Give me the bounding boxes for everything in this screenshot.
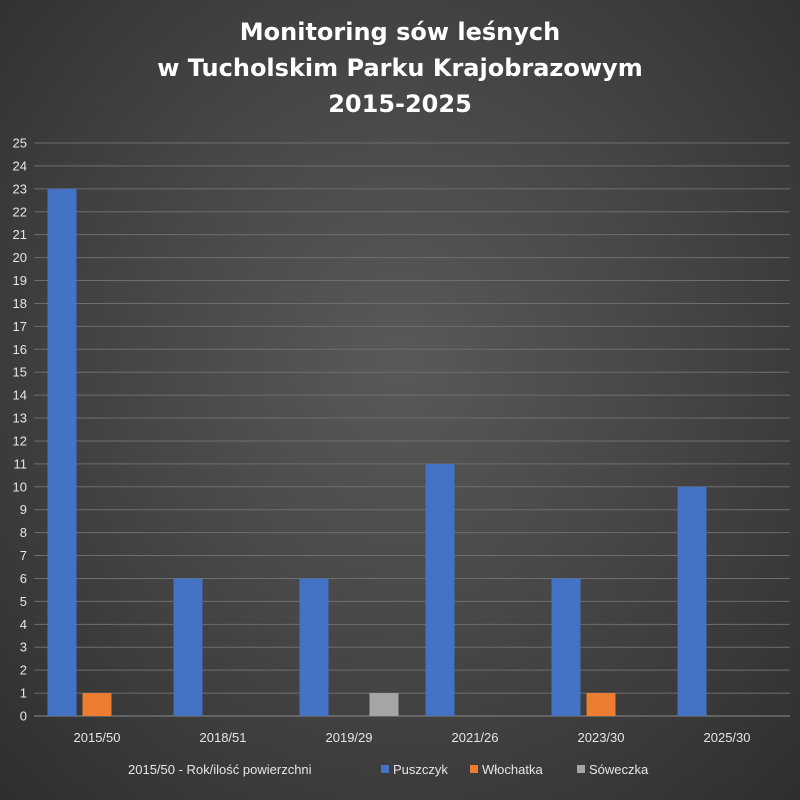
gridlines [34,142,790,717]
y-tick-label: 24 [13,158,27,173]
chart-title: Monitoring sów leśnych w Tucholskim Park… [0,14,800,122]
bar-puszczyk-2025-30 [677,486,707,716]
x-axis-ticks: 2015/50 2018/51 2019/29 2021/26 2023/30 2025/… [74,730,751,745]
y-tick-label: 9 [20,502,27,517]
legend-label-wlochatka: Włochatka [482,762,543,777]
legend-swatch-wlochatka [470,765,478,773]
bar-wlochatka-2015-50 [82,693,112,716]
y-tick-label: 1 [20,686,27,701]
bar-soweczka-2019-29 [369,693,399,716]
bars [47,188,707,717]
x-tick-label: 2023/30 [578,730,625,745]
legend-label-soweczka: Sóweczka [589,762,649,777]
chart-title-line-3: 2015-2025 [328,90,472,118]
y-tick-label: 14 [13,388,27,403]
x-tick-label: 2019/29 [326,730,373,745]
chart-title-line-2: w Tucholskim Parku Krajobrazowym [157,54,643,82]
y-tick-label: 15 [13,365,27,380]
x-tick-label: 2018/51 [200,730,247,745]
y-tick-label: 25 [13,136,27,151]
y-tick-label: 11 [14,456,28,471]
y-tick-label: 4 [20,617,27,632]
y-tick-label: 6 [20,571,27,586]
bar-puszczyk-2015-50 [47,188,77,717]
bar-puszczyk-2023-30 [551,578,581,716]
bar-puszczyk-2018-51 [173,578,203,716]
bar-wlochatka-2023-30 [586,693,616,716]
y-axis-ticks: 0123456789101112131415161718192021222324… [13,136,27,724]
legend-note: 2015/50 - Rok/ilość powierzchni [128,762,312,777]
y-tick-label: 17 [13,319,27,334]
y-tick-label: 7 [20,548,27,563]
legend-swatch-puszczyk [381,765,389,773]
legend-item-wlochatka: Włochatka [470,762,543,777]
y-tick-label: 3 [20,640,27,655]
legend-item-soweczka: Sóweczka [577,762,648,777]
y-tick-label: 23 [13,181,27,196]
legend-label-puszczyk: Puszczyk [393,762,448,777]
y-tick-label: 22 [13,204,27,219]
y-tick-label: 0 [20,709,27,724]
y-tick-label: 19 [13,273,27,288]
y-tick-label: 18 [13,296,27,311]
y-tick-label: 16 [13,342,27,357]
x-tick-label: 2025/30 [704,730,751,745]
x-tick-label: 2021/26 [452,730,499,745]
chart-title-line-1: Monitoring sów leśnych [239,18,561,46]
y-tick-label: 12 [13,433,27,448]
legend: 2015/50 - Rok/ilość powierzchni Puszczyk… [0,762,800,782]
y-tick-label: 13 [13,411,27,426]
legend-item-puszczyk: Puszczyk [381,762,448,777]
bar-puszczyk-2019-29 [299,578,329,716]
y-tick-label: 21 [13,227,27,242]
legend-swatch-soweczka [577,765,585,773]
bar-puszczyk-2021-26 [425,463,455,716]
y-tick-label: 8 [20,525,27,540]
y-tick-label: 20 [13,250,27,265]
x-tick-label: 2015/50 [74,730,121,745]
y-tick-label: 10 [13,479,27,494]
y-tick-label: 5 [20,594,27,609]
y-tick-label: 2 [20,663,27,678]
